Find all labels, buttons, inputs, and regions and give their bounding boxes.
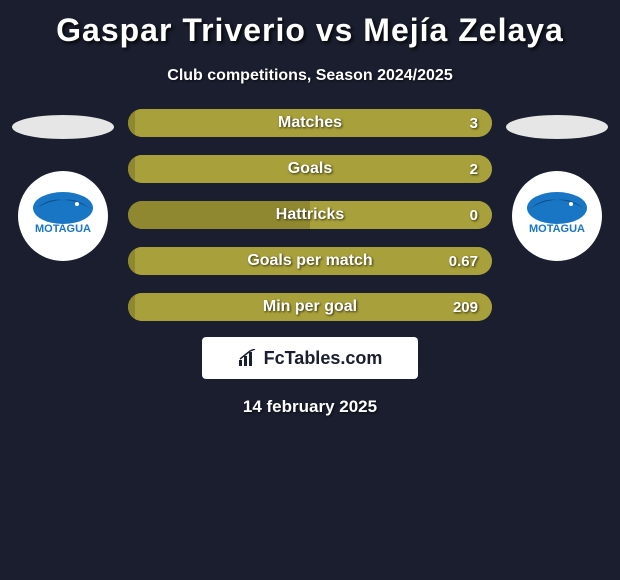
left-club-badge: MOTAGUA [18, 171, 108, 261]
stat-bar: Min per goal 209 [128, 293, 492, 321]
stat-value-right: 3 [470, 115, 478, 132]
stat-bar: Goals 2 [128, 155, 492, 183]
stat-bar: Matches 3 [128, 109, 492, 137]
stats-column: Matches 3 Goals 2 Hattricks 0 Goals per match 0… [118, 109, 502, 321]
svg-text:MOTAGUA: MOTAGUA [35, 223, 91, 235]
stat-label: Hattricks [276, 206, 344, 224]
left-player-col: MOTAGUA [8, 109, 118, 261]
stat-value-right: 2 [470, 161, 478, 178]
stat-value-right: 0 [470, 207, 478, 224]
left-player-oval [12, 115, 114, 139]
motagua-badge-icon: MOTAGUA [521, 180, 593, 252]
stat-fill-left [128, 155, 135, 183]
right-player-oval [506, 115, 608, 139]
page-title: Gaspar Triverio vs Mejía Zelaya [56, 12, 564, 49]
right-club-badge: MOTAGUA [512, 171, 602, 261]
stat-label: Matches [278, 114, 342, 132]
date-label: 14 february 2025 [243, 397, 377, 417]
attribution-text: FcTables.com [238, 348, 383, 369]
comparison-card: Gaspar Triverio vs Mejía Zelaya Club com… [0, 0, 620, 427]
stat-bar: Hattricks 0 [128, 201, 492, 229]
stat-label: Min per goal [263, 298, 357, 316]
right-player-col: MOTAGUA [502, 109, 612, 261]
season-subtitle: Club competitions, Season 2024/2025 [167, 67, 452, 85]
stat-fill-left [128, 247, 135, 275]
attribution-logo[interactable]: FcTables.com [202, 337, 418, 379]
stat-label: Goals per match [247, 252, 372, 270]
stat-fill-left [128, 109, 135, 137]
main-row: MOTAGUA Matches 3 Goals 2 Hattricks 0 Goals pe… [0, 109, 620, 321]
svg-text:MOTAGUA: MOTAGUA [529, 223, 585, 235]
stat-fill-left [128, 293, 135, 321]
stat-label: Goals [288, 160, 332, 178]
stat-bar: Goals per match 0.67 [128, 247, 492, 275]
stat-value-right: 0.67 [449, 253, 478, 270]
motagua-badge-icon: MOTAGUA [27, 180, 99, 252]
stat-value-right: 209 [453, 299, 478, 316]
bars-icon [238, 349, 260, 367]
